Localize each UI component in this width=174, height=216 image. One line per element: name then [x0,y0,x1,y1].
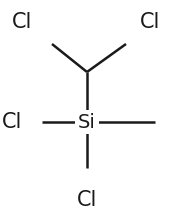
Text: Cl: Cl [12,12,32,32]
Text: Si: Si [78,113,96,132]
Text: Cl: Cl [140,12,160,32]
Text: Cl: Cl [77,190,97,210]
Text: Cl: Cl [2,112,22,132]
